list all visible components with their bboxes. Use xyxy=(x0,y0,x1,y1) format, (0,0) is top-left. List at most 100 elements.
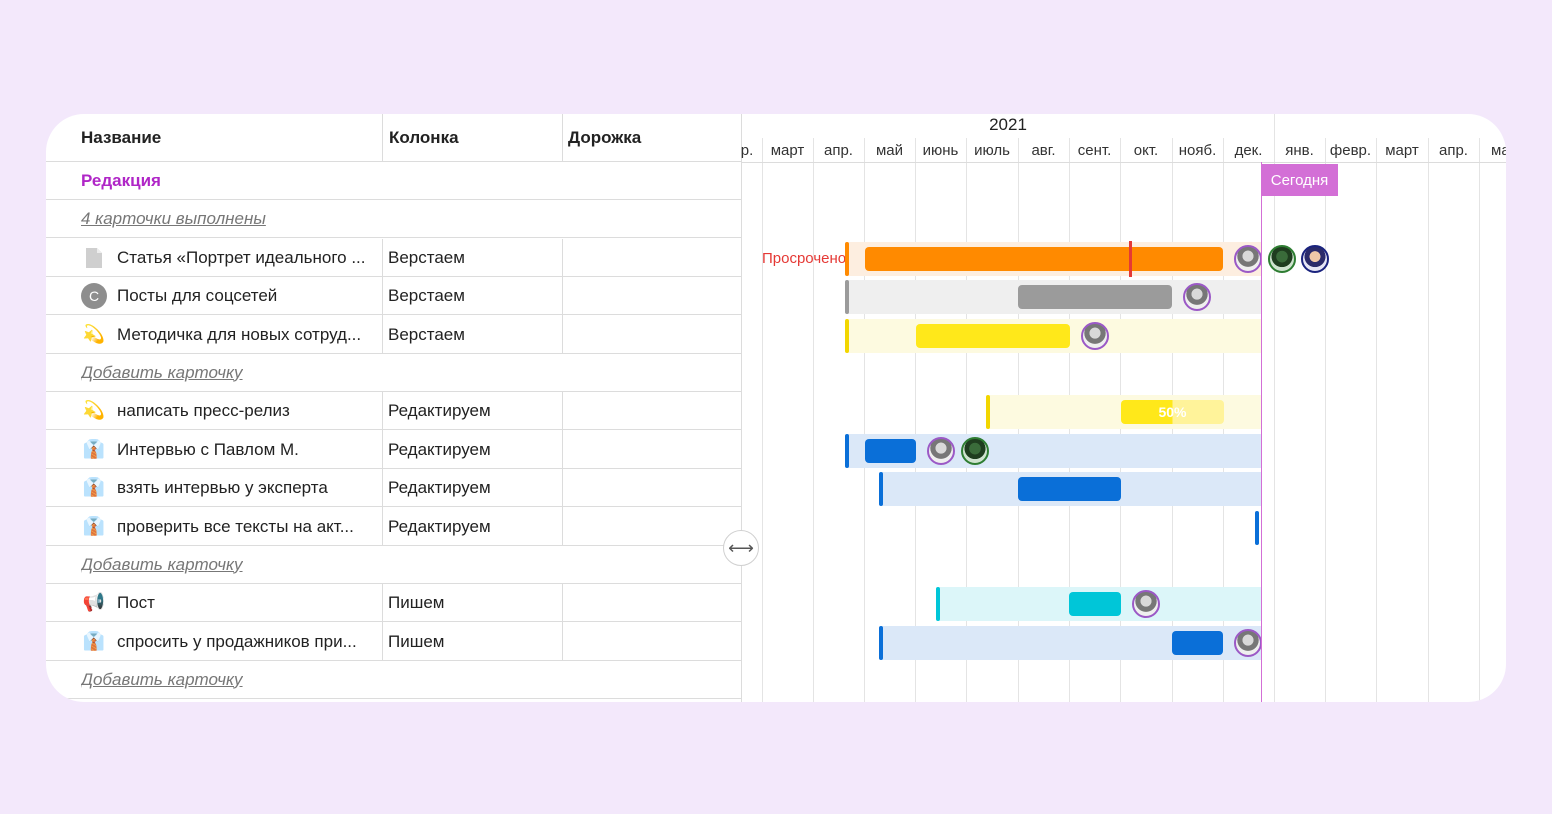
month-gridline xyxy=(915,138,916,702)
task-name: спросить у продажников при... xyxy=(117,631,357,651)
add-card-link[interactable]: Добавить карточку xyxy=(81,669,243,689)
assignee-avatar[interactable] xyxy=(1301,245,1329,273)
month-label: р. xyxy=(740,141,754,159)
month-label: сент. xyxy=(1077,141,1112,159)
month-label: июль xyxy=(974,141,1010,159)
month-label: ма xyxy=(1491,141,1506,159)
task-column: Верстаем xyxy=(388,324,465,344)
month-gridline xyxy=(1274,138,1275,702)
assignee-avatar[interactable] xyxy=(961,437,989,465)
month-gridline xyxy=(1376,138,1377,702)
task-row[interactable]: 👔 спросить у продажников при... Пишем xyxy=(46,623,741,661)
person-icon: 👔 xyxy=(82,516,106,536)
col-divider xyxy=(562,392,563,546)
task-bar[interactable] xyxy=(1172,631,1223,655)
month-label: март xyxy=(770,141,805,159)
gantt-card: Название Колонка Дорожка Редакция 4 карт… xyxy=(46,114,1506,702)
assignee-avatar[interactable] xyxy=(1268,245,1296,273)
task-bar[interactable] xyxy=(865,439,916,463)
assignee-avatar[interactable] xyxy=(1234,629,1262,657)
task-row[interactable]: 👔 взять интервью у эксперта Редактируем xyxy=(46,469,741,507)
start-marker[interactable] xyxy=(845,280,849,314)
task-bar[interactable] xyxy=(1069,592,1121,616)
month-gridline xyxy=(1479,138,1480,702)
col-divider xyxy=(382,584,383,661)
task-column: Редактируем xyxy=(388,400,491,420)
header-lane[interactable]: Дорожка xyxy=(562,114,741,162)
task-row[interactable]: 👔 проверить все тексты на акт... Редакти… xyxy=(46,508,741,546)
assignee-avatar[interactable] xyxy=(1234,245,1262,273)
month-gridline xyxy=(762,138,763,702)
letter-c-avatar-icon: С xyxy=(81,282,107,309)
col-divider xyxy=(562,584,563,661)
task-name: проверить все тексты на акт... xyxy=(117,516,354,536)
task-row[interactable]: 💫 написать пресс-релиз Редактируем xyxy=(46,392,741,430)
col-divider xyxy=(562,239,563,354)
header-divider xyxy=(742,162,1506,163)
start-marker[interactable] xyxy=(845,319,849,353)
month-gridline xyxy=(813,138,814,702)
month-label: янв. xyxy=(1285,141,1314,159)
assignee-avatar[interactable] xyxy=(1132,590,1160,618)
task-row[interactable]: 📢 Пост Пишем xyxy=(46,584,741,622)
add-card-link[interactable]: Добавить карточку xyxy=(81,554,243,574)
task-row[interactable]: 👔 Интервью с Павлом М. Редактируем xyxy=(46,431,741,469)
dizzy-star-icon: 💫 xyxy=(82,324,106,344)
header-name[interactable]: Название xyxy=(46,114,382,162)
assignee-avatar[interactable] xyxy=(927,437,955,465)
start-marker[interactable] xyxy=(845,242,849,276)
group-title[interactable]: Редакция xyxy=(81,170,161,190)
add-card-row: Добавить карточку xyxy=(46,546,741,584)
month-label: апр. xyxy=(1439,141,1468,159)
task-bar[interactable] xyxy=(1018,285,1172,309)
task-bar[interactable] xyxy=(865,247,1223,271)
add-card-row: Добавить карточку xyxy=(46,354,741,392)
start-marker[interactable] xyxy=(845,434,849,468)
add-card-row: Добавить карточку xyxy=(46,661,741,699)
assignee-avatar[interactable] xyxy=(1081,322,1109,350)
task-column: Редактируем xyxy=(388,439,491,459)
person-icon: 👔 xyxy=(82,439,106,459)
task-name: Статья «Портрет идеального ... xyxy=(117,247,366,267)
start-marker[interactable] xyxy=(986,395,990,429)
task-column: Пишем xyxy=(388,592,445,612)
start-marker[interactable] xyxy=(936,587,940,621)
dizzy-star-icon: 💫 xyxy=(82,400,106,420)
person-icon: 👔 xyxy=(82,477,106,497)
month-label: март xyxy=(1385,141,1419,159)
task-name: написать пресс-релиз xyxy=(117,400,290,420)
header-column[interactable]: Колонка xyxy=(382,114,562,162)
document-icon xyxy=(81,245,107,271)
assignee-avatar[interactable] xyxy=(1183,283,1211,311)
col-divider xyxy=(382,239,383,354)
task-row[interactable]: Статья «Портрет идеального ... Верстаем xyxy=(46,239,741,277)
start-marker[interactable] xyxy=(1255,511,1259,545)
task-column: Редактируем xyxy=(388,477,491,497)
done-cards-link[interactable]: 4 карточки выполнены xyxy=(81,208,266,228)
add-card-link[interactable]: Добавить карточку xyxy=(81,362,243,382)
task-row[interactable]: 💫 Методичка для новых сотруд... Верстаем xyxy=(46,316,741,354)
task-bar[interactable] xyxy=(1018,477,1121,501)
month-label: апр. xyxy=(824,141,853,159)
col-divider xyxy=(382,392,383,546)
month-gridline xyxy=(1325,138,1326,702)
task-bar-progress[interactable]: 50% xyxy=(1121,400,1224,424)
col-divider xyxy=(382,114,383,162)
month-label: авг. xyxy=(1031,141,1056,159)
month-gridline xyxy=(966,138,967,702)
task-name: взять интервью у эксперта xyxy=(117,477,328,497)
task-column: Пишем xyxy=(388,631,445,651)
month-gridline xyxy=(864,138,865,702)
task-name: Пост xyxy=(117,592,155,612)
month-label: нояб. xyxy=(1178,141,1217,159)
group-row: Редакция xyxy=(46,162,741,200)
resize-handle-icon[interactable]: ⟷ xyxy=(723,530,759,566)
today-button[interactable]: Сегодня xyxy=(1261,164,1338,196)
task-name: Методичка для новых сотруд... xyxy=(117,324,362,344)
month-label: май xyxy=(875,141,904,159)
task-row[interactable]: С Посты для соцсетей Верстаем xyxy=(46,277,741,315)
task-bar[interactable] xyxy=(916,324,1070,348)
start-marker[interactable] xyxy=(879,472,883,506)
start-marker[interactable] xyxy=(879,626,883,660)
month-label: дек. xyxy=(1234,141,1263,159)
